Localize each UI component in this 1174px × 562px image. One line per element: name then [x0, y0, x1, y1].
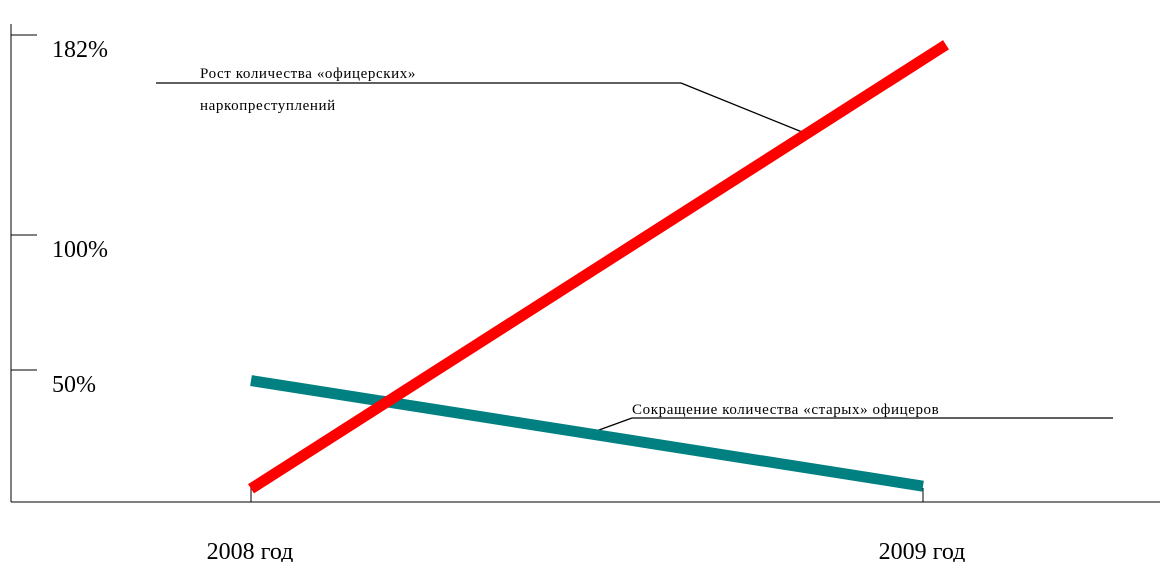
series-line-red	[248, 40, 949, 494]
x-axis-ticks: 2008 год 2009 год	[207, 488, 966, 562]
series-annotation-label: наркопреступлений	[200, 98, 336, 114]
annotation-leader-line	[680, 82, 813, 137]
y-tick-label: 50%	[52, 372, 96, 398]
series-annotation-label: Рост количества «офицерских»	[200, 66, 416, 82]
y-tick-label: 182%	[52, 37, 108, 63]
y-tick-label: 100%	[52, 237, 108, 263]
x-tick-label: 2009 год	[879, 539, 966, 562]
y-axis-ticks: 50% 100% 182%	[11, 34, 108, 398]
series-line-teal	[250, 375, 924, 492]
annotations: Рост количества «офицерских» наркопреступ…	[156, 66, 1113, 435]
x-tick-label: 2008 год	[207, 539, 294, 562]
series-annotation-label: Сокращение количества «старых» офицеров	[632, 402, 939, 418]
series-lines	[248, 40, 949, 494]
